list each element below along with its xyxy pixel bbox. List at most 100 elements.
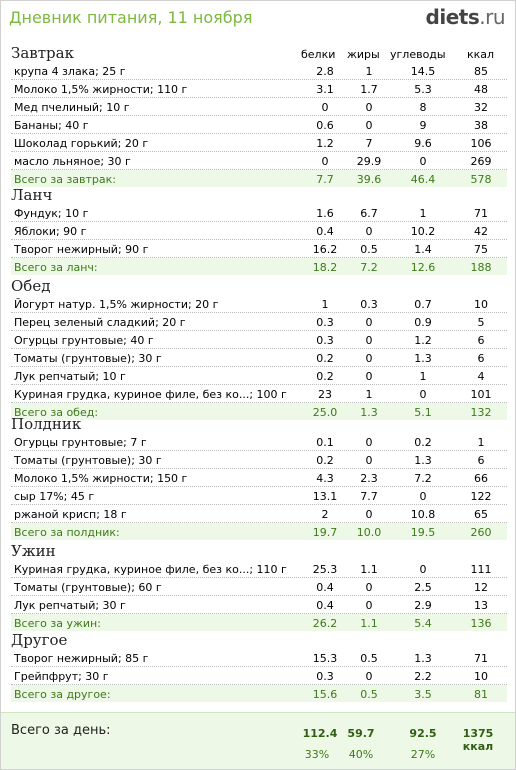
kcal-value: 71	[474, 652, 488, 665]
food-row[interactable]: Куриная грудка, куриное филе, без ко...;…	[11, 560, 507, 578]
carbs-value: 0	[419, 563, 427, 576]
carbs-value: 0	[419, 490, 427, 503]
kcal-value: 101	[470, 388, 492, 401]
food-row[interactable]: Шоколад горький; 20 г 1.2 7 9.6 106	[11, 134, 507, 152]
total-label: Всего за обед:	[14, 406, 99, 419]
page-title: Дневник питания, 11 ноября	[9, 8, 253, 27]
fat-value: 0	[365, 334, 373, 347]
protein-value: 0.6	[316, 119, 334, 132]
food-row[interactable]: Лук репчатый; 10 г 0.2 0 1 4	[11, 367, 507, 385]
food-name: Творог нежирный; 90 г	[14, 243, 149, 256]
fat-value: 0	[365, 119, 373, 132]
food-row[interactable]: масло льняное; 30 г 0 29.9 0 269	[11, 152, 507, 170]
food-row[interactable]: Перец зеленый сладкий; 20 г 0.3 0 0.9 5	[11, 313, 507, 331]
food-row[interactable]: Фундук; 10 г 1.6 6.7 1 71	[11, 204, 507, 222]
fat-value: 1	[365, 388, 373, 401]
day-fat: 59.7	[347, 727, 375, 740]
food-row[interactable]: Молоко 1,5% жирности; 110 г 3.1 1.7 5.3 48	[11, 80, 507, 98]
meal-title: Завтрак	[11, 44, 74, 62]
food-row[interactable]: Творог нежирный; 90 г 16.2 0.5 1.4 75	[11, 240, 507, 258]
protein-value: 3.1	[316, 83, 334, 96]
protein-value: 25.3	[312, 563, 338, 576]
logo-tld: .ru	[479, 5, 505, 29]
protein-value: 16.2	[312, 243, 338, 256]
protein-value: 19.7	[312, 526, 338, 539]
meal-title: Другое	[11, 631, 68, 649]
col-carbs: углеводы	[390, 48, 446, 61]
kcal-value: 106	[470, 137, 492, 150]
protein-value: 15.3	[312, 652, 338, 665]
protein-value: 0.4	[316, 225, 334, 238]
protein-value: 13.1	[312, 490, 338, 503]
carbs-value: 0.7	[414, 298, 432, 311]
food-row[interactable]: ржаной крисп; 18 г 2 0 10.8 65	[11, 505, 507, 523]
food-row[interactable]: Яблоки; 90 г 0.4 0 10.2 42	[11, 222, 507, 240]
site-logo[interactable]: diets.ru	[426, 5, 506, 29]
protein-value: 0.4	[316, 599, 334, 612]
total-label: Всего за ужин:	[14, 617, 101, 630]
food-row[interactable]: Молоко 1,5% жирности; 150 г 4.3 2.3 7.2 66	[11, 469, 507, 487]
kcal-value: 5	[477, 316, 485, 329]
kcal-value: 260	[470, 526, 492, 539]
food-row[interactable]: Куриная грудка, куриное филе, без ко...;…	[11, 385, 507, 403]
fat-value: 7	[365, 137, 373, 150]
kcal-value: 42	[474, 225, 488, 238]
total-label: Всего за ланч:	[14, 261, 98, 274]
fat-value: 1	[365, 65, 373, 78]
protein-value: 1	[321, 298, 329, 311]
food-name: Томаты (грунтовые); 30 г	[14, 454, 162, 467]
protein-value: 7.7	[316, 173, 334, 186]
kcal-value: 188	[470, 261, 492, 274]
day-protein-pct: 33%	[304, 748, 330, 761]
carbs-value: 46.4	[410, 173, 436, 186]
food-name: Лук репчатый; 30 г	[14, 599, 126, 612]
food-row[interactable]: Бананы; 40 г 0.6 0 9 38	[11, 116, 507, 134]
carbs-value: 1.4	[414, 243, 432, 256]
food-name: Лук репчатый; 10 г	[14, 370, 126, 383]
fat-value: 0	[365, 436, 373, 449]
protein-value: 1.6	[316, 207, 334, 220]
carbs-value: 9.6	[414, 137, 432, 150]
carbs-value: 1.3	[414, 454, 432, 467]
food-row[interactable]: крупа 4 злака; 25 г 2.8 1 14.5 85	[11, 62, 507, 80]
fat-value: 1.1	[360, 617, 378, 630]
carbs-value: 1.2	[414, 334, 432, 347]
carbs-value: 2.2	[414, 670, 432, 683]
carbs-value: 2.9	[414, 599, 432, 612]
carbs-value: 9	[419, 119, 427, 132]
kcal-value: 13	[474, 599, 488, 612]
food-row[interactable]: Лук репчатый; 30 г 0.4 0 2.9 13	[11, 596, 507, 614]
food-row[interactable]: Мед пчелиный; 10 г 0 0 8 32	[11, 98, 507, 116]
food-row[interactable]: Йогурт натур. 1,5% жирности; 20 г 1 0.3 0.7…	[11, 295, 507, 313]
protein-value: 0.2	[316, 370, 334, 383]
food-row[interactable]: сыр 17%; 45 г 13.1 7.7 0 122	[11, 487, 507, 505]
food-name: Молоко 1,5% жирности; 110 г	[14, 83, 188, 96]
food-row[interactable]: Грейпфрут; 30 г 0.3 0 2.2 10	[11, 667, 507, 685]
kcal-value: 65	[474, 508, 488, 521]
kcal-value: 6	[477, 334, 485, 347]
kcal-value: 38	[474, 119, 488, 132]
food-name: масло льняное; 30 г	[14, 155, 131, 168]
food-row[interactable]: Томаты (грунтовые); 30 г 0.2 0 1.3 6	[11, 451, 507, 469]
kcal-value: 136	[470, 617, 492, 630]
protein-value: 26.2	[312, 617, 338, 630]
food-row[interactable]: Огурцы грунтовые; 40 г 0.3 0 1.2 6	[11, 331, 507, 349]
total-label: Всего за другое:	[14, 688, 111, 701]
fat-value: 0.3	[360, 298, 378, 311]
food-row[interactable]: Томаты (грунтовые); 60 г 0.4 0 2.5 12	[11, 578, 507, 596]
carbs-value: 1	[419, 207, 427, 220]
fat-value: 0	[365, 225, 373, 238]
protein-value: 0.3	[316, 670, 334, 683]
fat-value: 0.5	[360, 688, 378, 701]
food-row[interactable]: Творог нежирный; 85 г 15.3 0.5 1.3 71	[11, 649, 507, 667]
fat-value: 0	[365, 508, 373, 521]
meal-total-row: Всего за обед: 25.0 1.3 5.1 132	[11, 403, 507, 420]
carbs-value: 0	[419, 155, 427, 168]
food-name: Куриная грудка, куриное филе, без ко...;…	[14, 388, 287, 401]
food-row[interactable]: Огурцы грунтовые; 7 г 0.1 0 0.2 1	[11, 433, 507, 451]
food-row[interactable]: Томаты (грунтовые); 30 г 0.2 0 1.3 6	[11, 349, 507, 367]
protein-value: 0	[321, 155, 329, 168]
carbs-value: 1.3	[414, 652, 432, 665]
fat-value: 2.3	[360, 472, 378, 485]
